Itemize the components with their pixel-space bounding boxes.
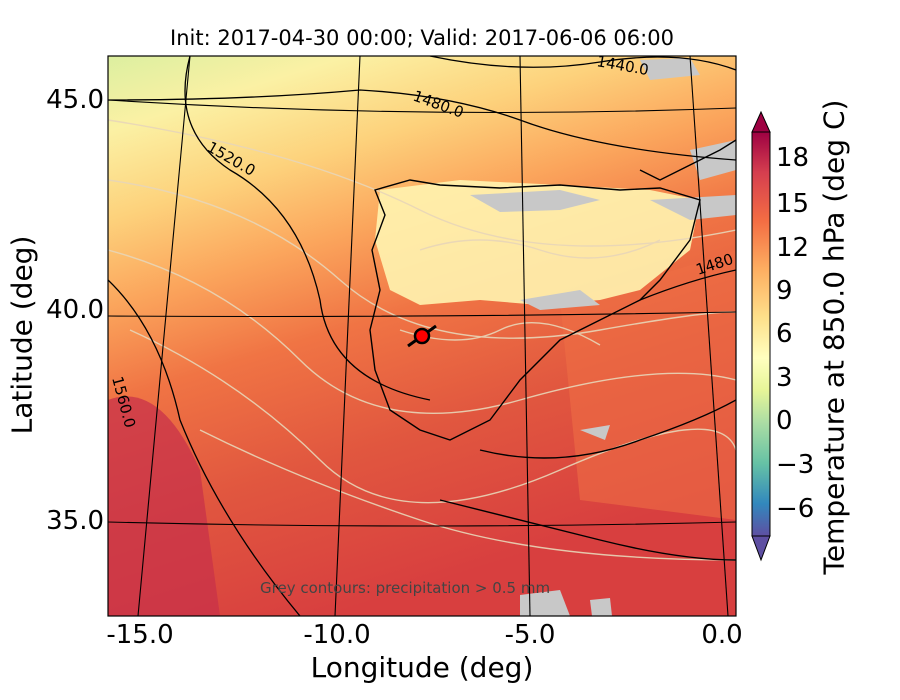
colorbar-tick: 12: [776, 233, 810, 263]
station-marker: [413, 327, 431, 345]
colorbar-tick: 9: [776, 276, 793, 306]
colorbar-tick: 18: [776, 143, 810, 173]
colorbar-label: Temperature at 850.0 hPa (deg C): [817, 99, 851, 575]
x-tick-label: -15.0: [106, 620, 174, 650]
colorbar-bottom-arrow: [751, 535, 771, 562]
colorbar-tick: 3: [776, 363, 793, 393]
y-tick-label: 35.0: [46, 506, 104, 536]
precipitation-note: Grey contours: precipitation > 0.5 mm: [260, 579, 550, 597]
map-frame: [107, 55, 737, 617]
y-tick-label: 45.0: [46, 85, 104, 115]
x-tick-label: -5.0: [504, 620, 556, 650]
x-axis-label: Longitude (deg): [310, 651, 534, 684]
colorbar-tick: −6: [776, 494, 815, 524]
graticule: [108, 56, 736, 616]
x-tick-label: 0.0: [701, 620, 743, 650]
y-tick-label: 40.0: [46, 295, 104, 325]
colorbar-tick: 0: [776, 406, 793, 436]
warm-region-southwest: [108, 396, 220, 616]
precipitation-patches: [470, 58, 736, 616]
x-tick-label: -10.0: [303, 620, 371, 650]
colorbar: [751, 110, 771, 562]
colorbar-tick: −3: [776, 450, 815, 480]
y-axis-label: Latitude (deg): [5, 235, 39, 435]
colorbar-tick: 15: [776, 189, 810, 219]
geopotential-contours: [108, 56, 736, 616]
temperature-contours: [108, 119, 736, 561]
colorbar-tick: 6: [776, 319, 793, 349]
map-title: Init: 2017-04-30 00:00; Valid: 2017-06-0…: [170, 26, 674, 50]
coastline: [369, 139, 736, 561]
colorbar-top-arrow: [751, 110, 771, 133]
